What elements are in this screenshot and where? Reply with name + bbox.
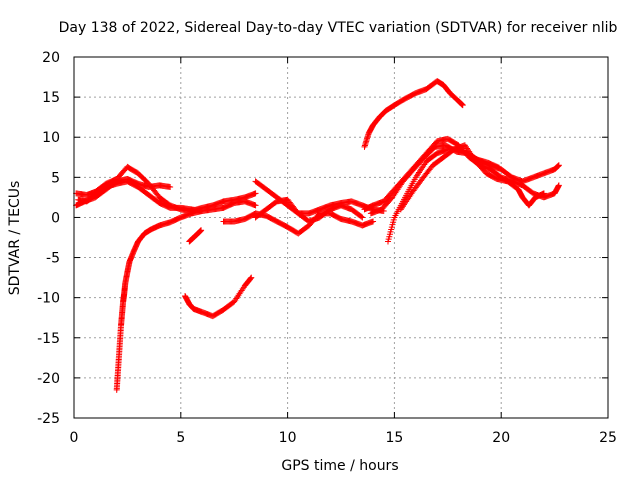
y-tick-label: 15 — [42, 90, 60, 106]
data-point-early-band-c — [252, 202, 259, 209]
data-points — [73, 78, 562, 393]
y-tick-label: 5 — [51, 170, 60, 186]
y-tick-label: 20 — [42, 50, 60, 66]
data-point-deep-arc — [248, 274, 255, 281]
data-point-mid-band-b — [370, 218, 377, 225]
chart-title: Day 138 of 2022, Sidereal Day-to-day VTE… — [59, 20, 618, 36]
data-point-deep-arc — [247, 275, 254, 282]
data-point-mid-band-c — [359, 214, 366, 221]
y-axis-label: SDTVAR / TECUs — [7, 181, 23, 296]
plot-frame — [73, 56, 609, 419]
data-point-small-dip — [198, 227, 205, 234]
y-tick-label: -25 — [37, 411, 60, 427]
x-tick-label: 25 — [599, 430, 617, 446]
grid — [74, 57, 608, 418]
data-point-late-rise-c — [540, 190, 547, 197]
data-point-late-rise-a — [555, 182, 562, 189]
y-tick-label: 10 — [42, 130, 60, 146]
data-point-high-arc — [459, 102, 466, 109]
data-point-early-band-a — [167, 183, 174, 190]
data-point-mid-band-c — [358, 213, 365, 220]
y-tick-label: 0 — [51, 210, 60, 226]
y-tick-label: -5 — [46, 251, 60, 267]
x-tick-label: 0 — [70, 430, 79, 446]
y-tick-label: -20 — [37, 371, 60, 387]
data-point-late-rise-d — [496, 164, 503, 171]
x-tick-label: 15 — [385, 430, 403, 446]
data-point-dip-recovery — [199, 208, 206, 215]
data-point-early-band-b — [252, 190, 259, 197]
x-axis-label: GPS time / hours — [281, 458, 398, 474]
x-tick-label: 20 — [492, 430, 510, 446]
axis-ticks: 0 5 10 15 20 25 -25 -20 -15 -10 -5 0 5 10 15 20 — [37, 50, 617, 446]
y-tick-label: -15 — [37, 331, 60, 347]
data-point-late-rise-b — [555, 162, 562, 169]
x-tick-label: 5 — [176, 430, 185, 446]
x-tick-label: 10 — [279, 430, 297, 446]
y-tick-label: -10 — [37, 291, 60, 307]
